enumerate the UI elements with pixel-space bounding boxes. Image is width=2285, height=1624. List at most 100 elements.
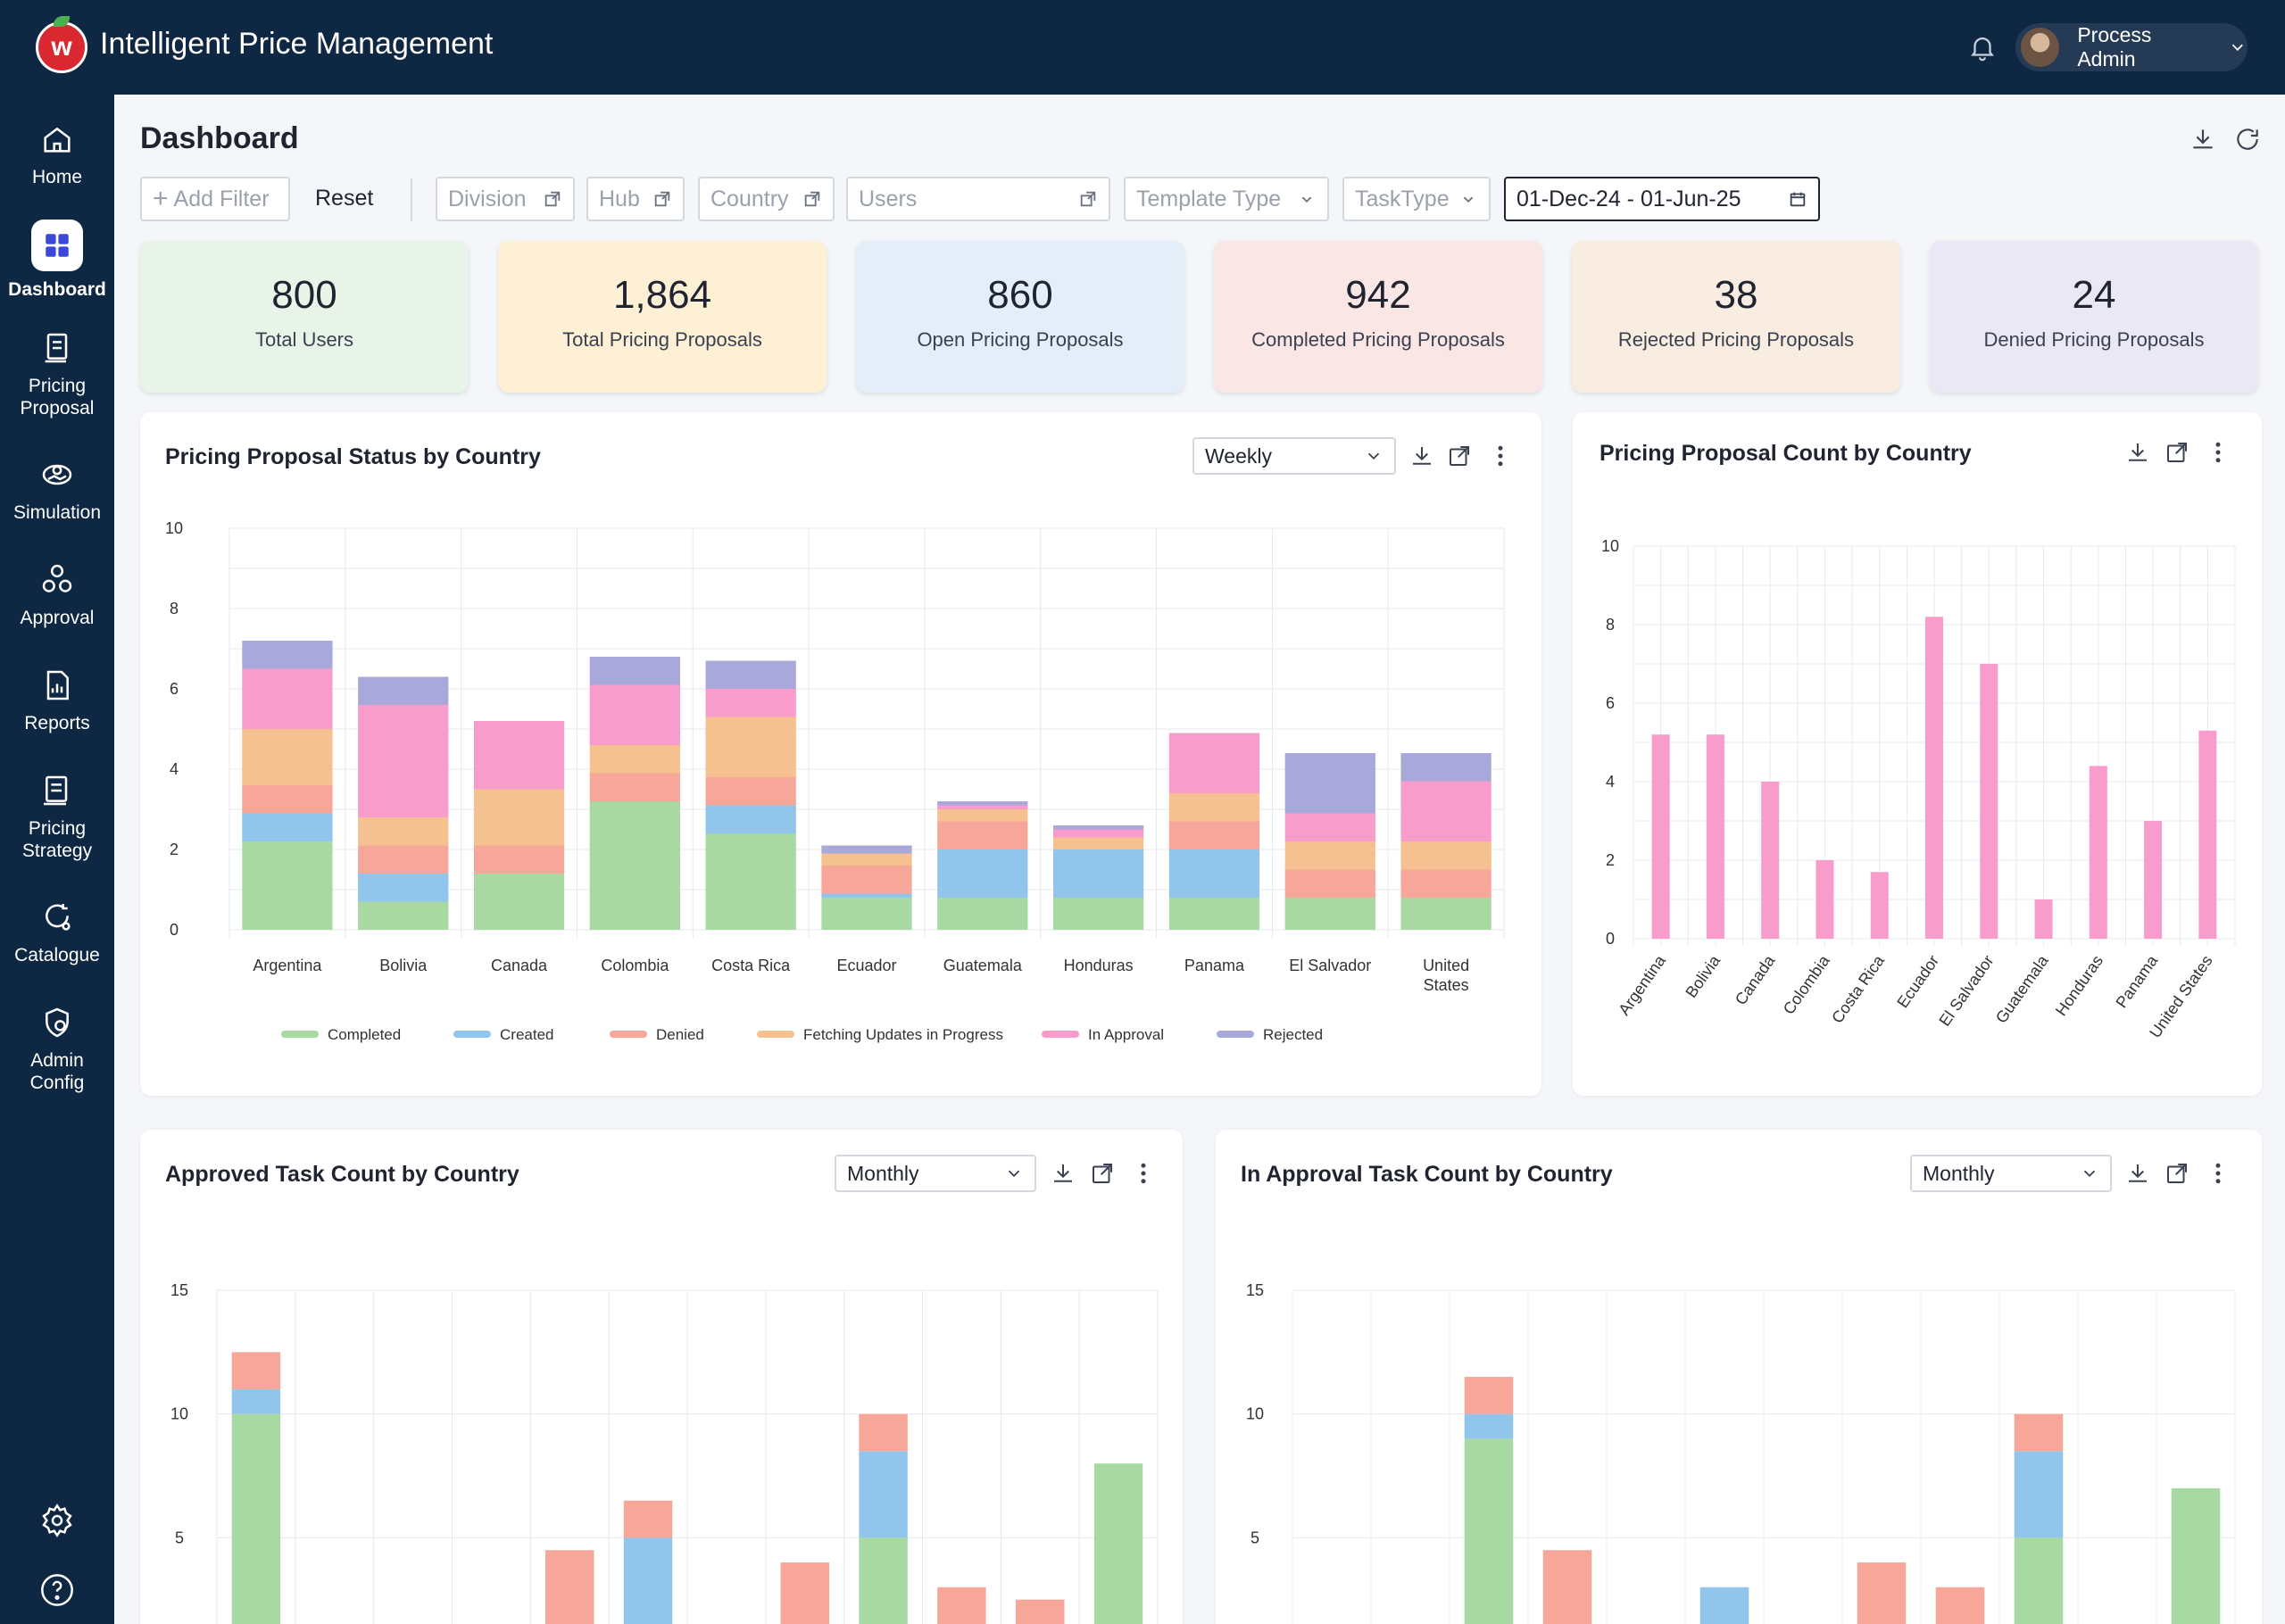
bar-segment [937,809,1028,822]
bar [2089,766,2107,939]
hub-filter[interactable]: Hub [586,177,685,221]
sidebar-item-dashboard[interactable]: Dashboard [0,220,114,301]
x-tick-label: Guatemala [1992,951,2052,1026]
y-tick-label: 15 [170,1281,188,1299]
bar-segment [1284,753,1375,814]
y-tick-label: 10 [1246,1405,1264,1423]
sidebar-item-label: Catalogue [14,945,100,965]
bar-segment [1284,813,1375,841]
logo-leaf-icon [54,16,70,27]
card-title: Approved Task Count by Country [165,1162,519,1187]
settings-icon[interactable] [39,1503,75,1538]
sidebar-item-pricing-strategy[interactable]: Pricing Strategy [0,773,114,862]
legend-swatch [1217,1031,1254,1038]
bar-segment [1168,821,1260,849]
bar-segment [1542,1550,1592,1624]
bar-segment [937,821,1028,849]
chevron-down-icon [1301,196,1312,203]
more-options-icon[interactable] [1130,1160,1157,1187]
x-tick-label: Bolivia [379,957,428,974]
template-type-label: Template Type [1136,186,1282,211]
task-type-label: TaskType [1355,186,1450,211]
external-link-icon [1080,191,1096,207]
bar-segment [589,801,680,930]
status-by-country-chart: 0 2 4 6 8 10 Argentina Bolivia Canada Colombia Cos… [165,519,1505,1043]
date-range-picker[interactable]: 01-Dec-24 - 01-Jun-25 [1504,177,1820,221]
refresh-icon[interactable] [2233,125,2262,153]
bar-segment [231,1352,281,1389]
download-icon[interactable] [1050,1160,1076,1187]
x-tick-label: Canada [491,957,548,974]
sidebar-item-label: Approval [20,608,95,628]
legend-label: Rejected [1263,1026,1323,1043]
bar-segment [545,1550,594,1624]
bar-segment [623,1537,673,1624]
bar [1761,782,1780,939]
admin-config-icon [46,1007,69,1038]
y-tick-label: 2 [170,841,179,858]
bar-segment [705,689,796,717]
kpi-open-pricing-proposals: 860 Open Pricing Proposals [856,241,1184,393]
more-options-icon[interactable] [2205,439,2231,466]
bar [2198,730,2217,939]
period-select[interactable]: Monthly [1910,1155,2112,1192]
period-select[interactable]: Weekly [1192,437,1396,475]
help-icon[interactable] [39,1572,75,1608]
notification-bell-icon[interactable] [1967,32,1998,62]
kpi-value: 800 [271,273,337,317]
download-icon[interactable] [2124,439,2151,466]
template-type-filter[interactable]: Template Type [1124,177,1329,221]
x-tick-label: Argentina [1615,951,1669,1018]
legend-label: Completed [328,1026,401,1043]
logo-letter: w [51,32,72,62]
country-filter[interactable]: Country [698,177,835,221]
y-tick-label: 4 [170,760,179,778]
bar-segment [473,845,565,874]
bar-segment [242,813,333,841]
more-options-icon[interactable] [1487,443,1514,469]
chevron-down-icon [1463,196,1474,203]
task-type-filter[interactable]: TaskType [1342,177,1491,221]
sidebar-item-home[interactable]: Home [0,121,114,188]
period-select[interactable]: Monthly [835,1155,1036,1192]
app-logo[interactable]: w [36,21,87,73]
users-filter[interactable]: Users [846,177,1110,221]
user-menu[interactable]: Process Admin [2015,23,2248,71]
division-filter[interactable]: Division [436,177,575,221]
bar-segment [358,845,449,874]
x-tick-label: United [1423,957,1469,974]
sidebar-item-approval[interactable]: Approval [0,562,114,629]
bar-segment [1053,898,1144,930]
card-title: Pricing Proposal Status by Country [165,444,541,469]
bar-segment [1053,837,1144,849]
sidebar-item-catalogue[interactable]: Catalogue [0,899,114,966]
expand-icon[interactable] [1446,443,1473,469]
sidebar: Home Dashboard Pricing Proposal Simulati… [0,95,114,1624]
sidebar-item-pricing-proposal[interactable]: Pricing Proposal [0,330,114,419]
legend-swatch [757,1031,794,1038]
download-icon[interactable] [2124,1160,2151,1187]
legend-label: Denied [656,1026,704,1043]
download-icon[interactable] [2189,125,2217,153]
sidebar-item-label: Pricing Strategy [21,818,93,861]
kpi-label: Rejected Pricing Proposals [1617,328,1855,351]
sidebar-item-label: Simulation [12,502,102,523]
sidebar-item-admin-config[interactable]: Admin Config [0,1005,114,1094]
sidebar-item-reports[interactable]: Reports [0,667,114,734]
more-options-icon[interactable] [2205,1160,2231,1187]
bar-segment [1699,1587,1749,1624]
bar-segment [2014,1537,2064,1624]
add-filter-button[interactable]: + Add Filter [140,177,290,221]
x-tick-label: El Salvador [1289,957,1371,974]
reset-button[interactable]: Reset [315,186,374,211]
expand-icon[interactable] [1089,1160,1116,1187]
legend-swatch [610,1031,647,1038]
bar-segment [242,668,333,729]
sidebar-item-simulation[interactable]: Simulation [0,457,114,524]
expand-icon[interactable] [2164,1160,2190,1187]
bar-segment [589,684,680,745]
download-icon[interactable] [1408,443,1435,469]
expand-icon[interactable] [2164,439,2190,466]
y-tick-label: 5 [1251,1529,1259,1546]
sidebar-item-label: Admin Config [29,1050,85,1093]
